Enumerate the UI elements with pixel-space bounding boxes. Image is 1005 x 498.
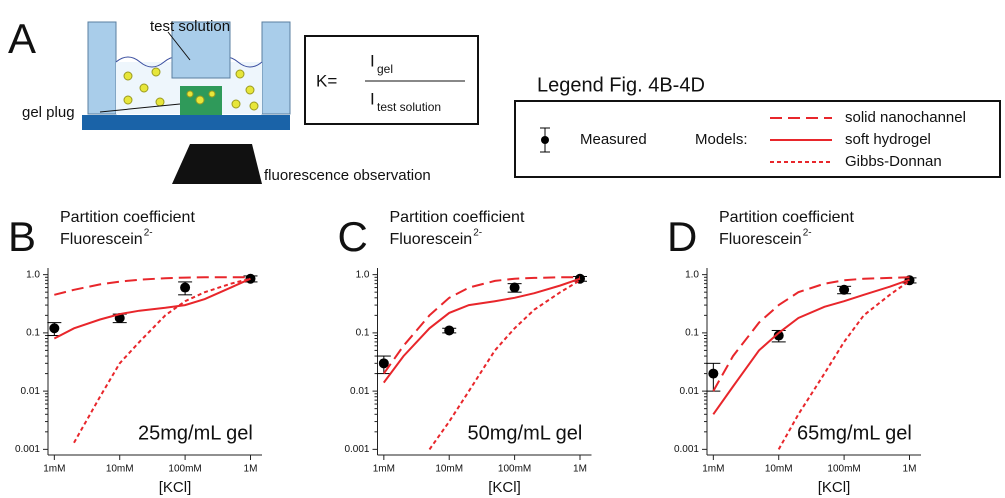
model-line (712, 276, 910, 392)
legend-box (514, 100, 1001, 178)
pointer (167, 31, 191, 61)
chart-title: Partition coefficient (390, 209, 525, 226)
formula-text: gel (377, 62, 393, 76)
formula-box (304, 35, 479, 125)
panel-label: C (338, 213, 368, 260)
y-tick-label: 0.01 (21, 386, 41, 397)
model-line (382, 276, 580, 375)
diagram-label: test solution (150, 18, 230, 35)
x-tick-label: 1M (244, 464, 258, 475)
dish-wall (87, 21, 117, 115)
diagram-label: gel plug (22, 104, 75, 121)
legend-label: Measured (580, 131, 647, 148)
y-tick-label: 0.01 (680, 386, 700, 397)
x-axis-label: [KCl] (818, 479, 851, 496)
model-line (382, 277, 581, 384)
legend-title: Legend Fig. 4B-4D (537, 74, 705, 96)
glass-base (82, 115, 290, 130)
y-tick-label: 0.1 (26, 328, 40, 339)
legend-marker (541, 136, 549, 144)
legend-label: Gibbs-Donnan (845, 153, 942, 170)
panel-label: B (8, 213, 36, 260)
model-line (712, 278, 910, 415)
data-point (444, 325, 455, 336)
panel-label: D (667, 213, 697, 260)
formula-text: I (370, 51, 375, 70)
annotation: 50mg/mL gel (468, 422, 583, 444)
x-tick-label: 1mM (373, 464, 395, 475)
formula-text: K= (316, 71, 337, 90)
chart-subtitle: Fluorescein (719, 231, 802, 248)
x-tick-label: 100mM (498, 464, 531, 475)
data-point (180, 282, 191, 293)
model-line (54, 276, 251, 296)
legend-label: solid nanochannel (845, 109, 966, 126)
x-tick-label: 1mM (702, 464, 724, 475)
data-point (773, 330, 784, 341)
y-tick-label: 0.01 (350, 386, 370, 397)
chart-title: Partition coefficient (60, 209, 195, 226)
x-axis-label: [KCl] (488, 479, 521, 496)
model-line (777, 280, 911, 450)
model-line (73, 277, 251, 444)
data-point (378, 358, 389, 369)
model-line (428, 279, 581, 450)
x-tick-label: 10mM (765, 464, 793, 475)
x-tick-label: 100mM (168, 464, 201, 475)
diagram-label: fluorescence observation (264, 167, 431, 184)
y-tick-label: 0.1 (356, 328, 370, 339)
data-point (708, 368, 719, 379)
chart-subtitle: Fluorescein (60, 231, 143, 248)
x-axis-label: [KCl] (159, 479, 192, 496)
data-point (509, 282, 520, 293)
y-tick-label: 1.0 (356, 269, 370, 280)
x-tick-label: 10mM (106, 464, 134, 475)
x-tick-label: 100mM (827, 464, 860, 475)
data-point (839, 284, 850, 295)
pointer (99, 103, 181, 113)
model-line (53, 277, 251, 340)
chart-subtitle: Fluorescein (390, 231, 473, 248)
legend-label: Models: (695, 131, 748, 148)
y-tick-label: 1.0 (685, 269, 699, 280)
x-tick-label: 1mM (43, 464, 65, 475)
dye-particles (123, 67, 259, 111)
chart-title: Partition coefficient (719, 209, 854, 226)
y-tick-label: 0.001 (15, 444, 40, 455)
objective (172, 144, 262, 184)
annotation: 25mg/mL gel (138, 422, 253, 444)
formula-text: test solution (377, 100, 441, 114)
chart-subtitle-superscript: 2- (473, 228, 482, 239)
formula-text: I (370, 89, 375, 108)
x-tick-label: 1M (903, 464, 917, 475)
y-tick-label: 0.1 (685, 328, 699, 339)
x-tick-label: 10mM (435, 464, 463, 475)
chart-subtitle-superscript: 2- (803, 228, 812, 239)
chart-subtitle-superscript: 2- (144, 228, 153, 239)
y-tick-label: 0.001 (344, 444, 369, 455)
y-tick-label: 1.0 (26, 269, 40, 280)
panel-label: A (8, 15, 36, 62)
data-point (49, 323, 60, 334)
x-tick-label: 1M (573, 464, 587, 475)
dish-wall (261, 21, 291, 115)
annotation: 65mg/mL gel (797, 422, 912, 444)
y-tick-label: 0.001 (674, 444, 699, 455)
legend-label: soft hydrogel (845, 131, 931, 148)
